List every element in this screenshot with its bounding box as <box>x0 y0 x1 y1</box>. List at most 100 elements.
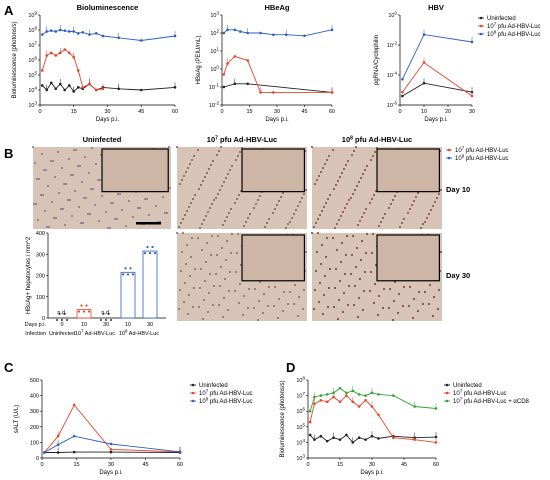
panel-letter-a: A <box>4 3 14 18</box>
y-tick-label: 500 <box>30 378 39 384</box>
nucleus-dot <box>92 188 94 190</box>
nucleus-dot <box>208 168 210 170</box>
nucleus-dot <box>218 304 220 306</box>
nucleus-dot <box>326 159 328 161</box>
nucleus-dot <box>326 237 328 239</box>
data-point <box>233 82 237 86</box>
series-line-0 <box>223 83 333 93</box>
bar <box>142 250 158 319</box>
nucleus-dot <box>354 285 356 287</box>
y-axis-label: Bioluminescence (photons/s) <box>12 21 18 98</box>
data-point <box>345 394 348 397</box>
bar-point <box>104 318 108 322</box>
nucleus-dot <box>229 271 231 273</box>
legend-marker <box>479 24 483 28</box>
inset-box <box>241 234 306 282</box>
nucleus-dot <box>344 273 346 275</box>
y-tick-label: 109 <box>28 11 37 20</box>
data-point <box>470 94 474 98</box>
legend-marker <box>445 391 449 395</box>
data-point <box>319 398 323 402</box>
group-label: Uninfected <box>49 331 75 337</box>
nucleus-dot <box>79 165 81 167</box>
nucleus-dot <box>119 193 121 195</box>
nucleus-dot <box>69 199 71 201</box>
data-point <box>422 81 426 85</box>
nucleus-dot <box>61 167 63 169</box>
nucleus-dot <box>179 289 181 291</box>
nucleus-dot <box>210 254 212 256</box>
nucleus-dot <box>436 197 438 199</box>
nucleus-dot <box>332 237 334 239</box>
data-point <box>101 34 105 38</box>
nucleus-dot <box>57 151 59 153</box>
nucleus-dot <box>314 183 316 185</box>
nucleus-dot <box>343 292 345 294</box>
y-tick-label: 0 <box>36 456 39 462</box>
nucleus-dot <box>361 216 363 218</box>
nucleus-dot <box>380 221 382 223</box>
nucleus-dot <box>52 160 54 162</box>
nucleus-dot <box>236 198 238 200</box>
nucleus-dot <box>109 227 111 229</box>
nucleus-dot <box>243 295 245 297</box>
nucleus-dot <box>388 307 390 309</box>
nucleus-dot <box>132 216 134 218</box>
series-line-1 <box>309 394 437 443</box>
nucleus-dot <box>327 306 329 308</box>
x-tick-label: 15 <box>71 109 77 115</box>
chart-C: 0 100 200 300 400 500 0 15 30 45 60 Days p.i. sALT (… <box>14 378 183 476</box>
row-label-day10: Day 10 <box>446 185 470 194</box>
nucleus-dot <box>67 199 69 201</box>
nucleus-dot <box>329 268 331 270</box>
nucleus-dot <box>53 217 55 219</box>
data-point <box>81 86 85 89</box>
data-point <box>233 55 237 58</box>
nucleus-dot <box>352 193 354 195</box>
row-label-day30: Day 30 <box>446 271 470 280</box>
nucleus-dot <box>78 206 80 208</box>
legend-label: 108 pfu Ad-HBV-Luc <box>199 397 253 406</box>
nucleus-dot <box>194 194 196 196</box>
data-point <box>338 438 342 441</box>
nucleus-dot <box>403 286 405 288</box>
y-tick-label: 105 <box>296 422 305 431</box>
nucleus-dot <box>224 278 226 280</box>
nucleus-dot <box>311 232 313 234</box>
nucleus-dot <box>382 217 384 219</box>
nucleus-dot <box>357 316 359 318</box>
nucleus-dot <box>212 304 214 306</box>
group-label: 107 Ad-HBV-Luc <box>75 329 115 338</box>
nucleus-dot <box>369 202 371 204</box>
nucleus-dot <box>85 197 87 199</box>
y-tick-label: 104 <box>28 86 37 95</box>
nucleus-dot <box>411 204 413 206</box>
nucleus-dot <box>43 169 45 171</box>
nucleus-dot <box>185 171 187 173</box>
data-point <box>222 85 226 89</box>
data-point <box>338 386 342 390</box>
nucleus-dot <box>221 185 223 187</box>
nucleus-dot <box>205 261 207 263</box>
nucleus-dot <box>204 176 206 178</box>
nucleus-dot <box>321 210 323 212</box>
series-line-1 <box>43 404 181 453</box>
data-point <box>357 405 361 408</box>
nucleus-dot <box>72 174 74 176</box>
x-axis-label: Days p.i. <box>265 117 289 123</box>
data-point <box>67 51 71 55</box>
nucleus-dot <box>258 300 260 302</box>
nucleus-dot <box>293 213 295 215</box>
nucleus-dot <box>328 155 330 157</box>
nucleus-dot <box>394 281 396 283</box>
bar-point <box>55 318 59 322</box>
nucleus-dot <box>434 201 436 203</box>
nucleus-dot <box>359 220 361 222</box>
nucleus-dot <box>117 193 119 195</box>
y-tick-label: 102 <box>210 29 219 38</box>
nucleus-dot <box>227 173 229 175</box>
nucleus-dot <box>236 252 238 254</box>
nucleus-dot <box>278 200 280 202</box>
data-point <box>308 433 312 437</box>
